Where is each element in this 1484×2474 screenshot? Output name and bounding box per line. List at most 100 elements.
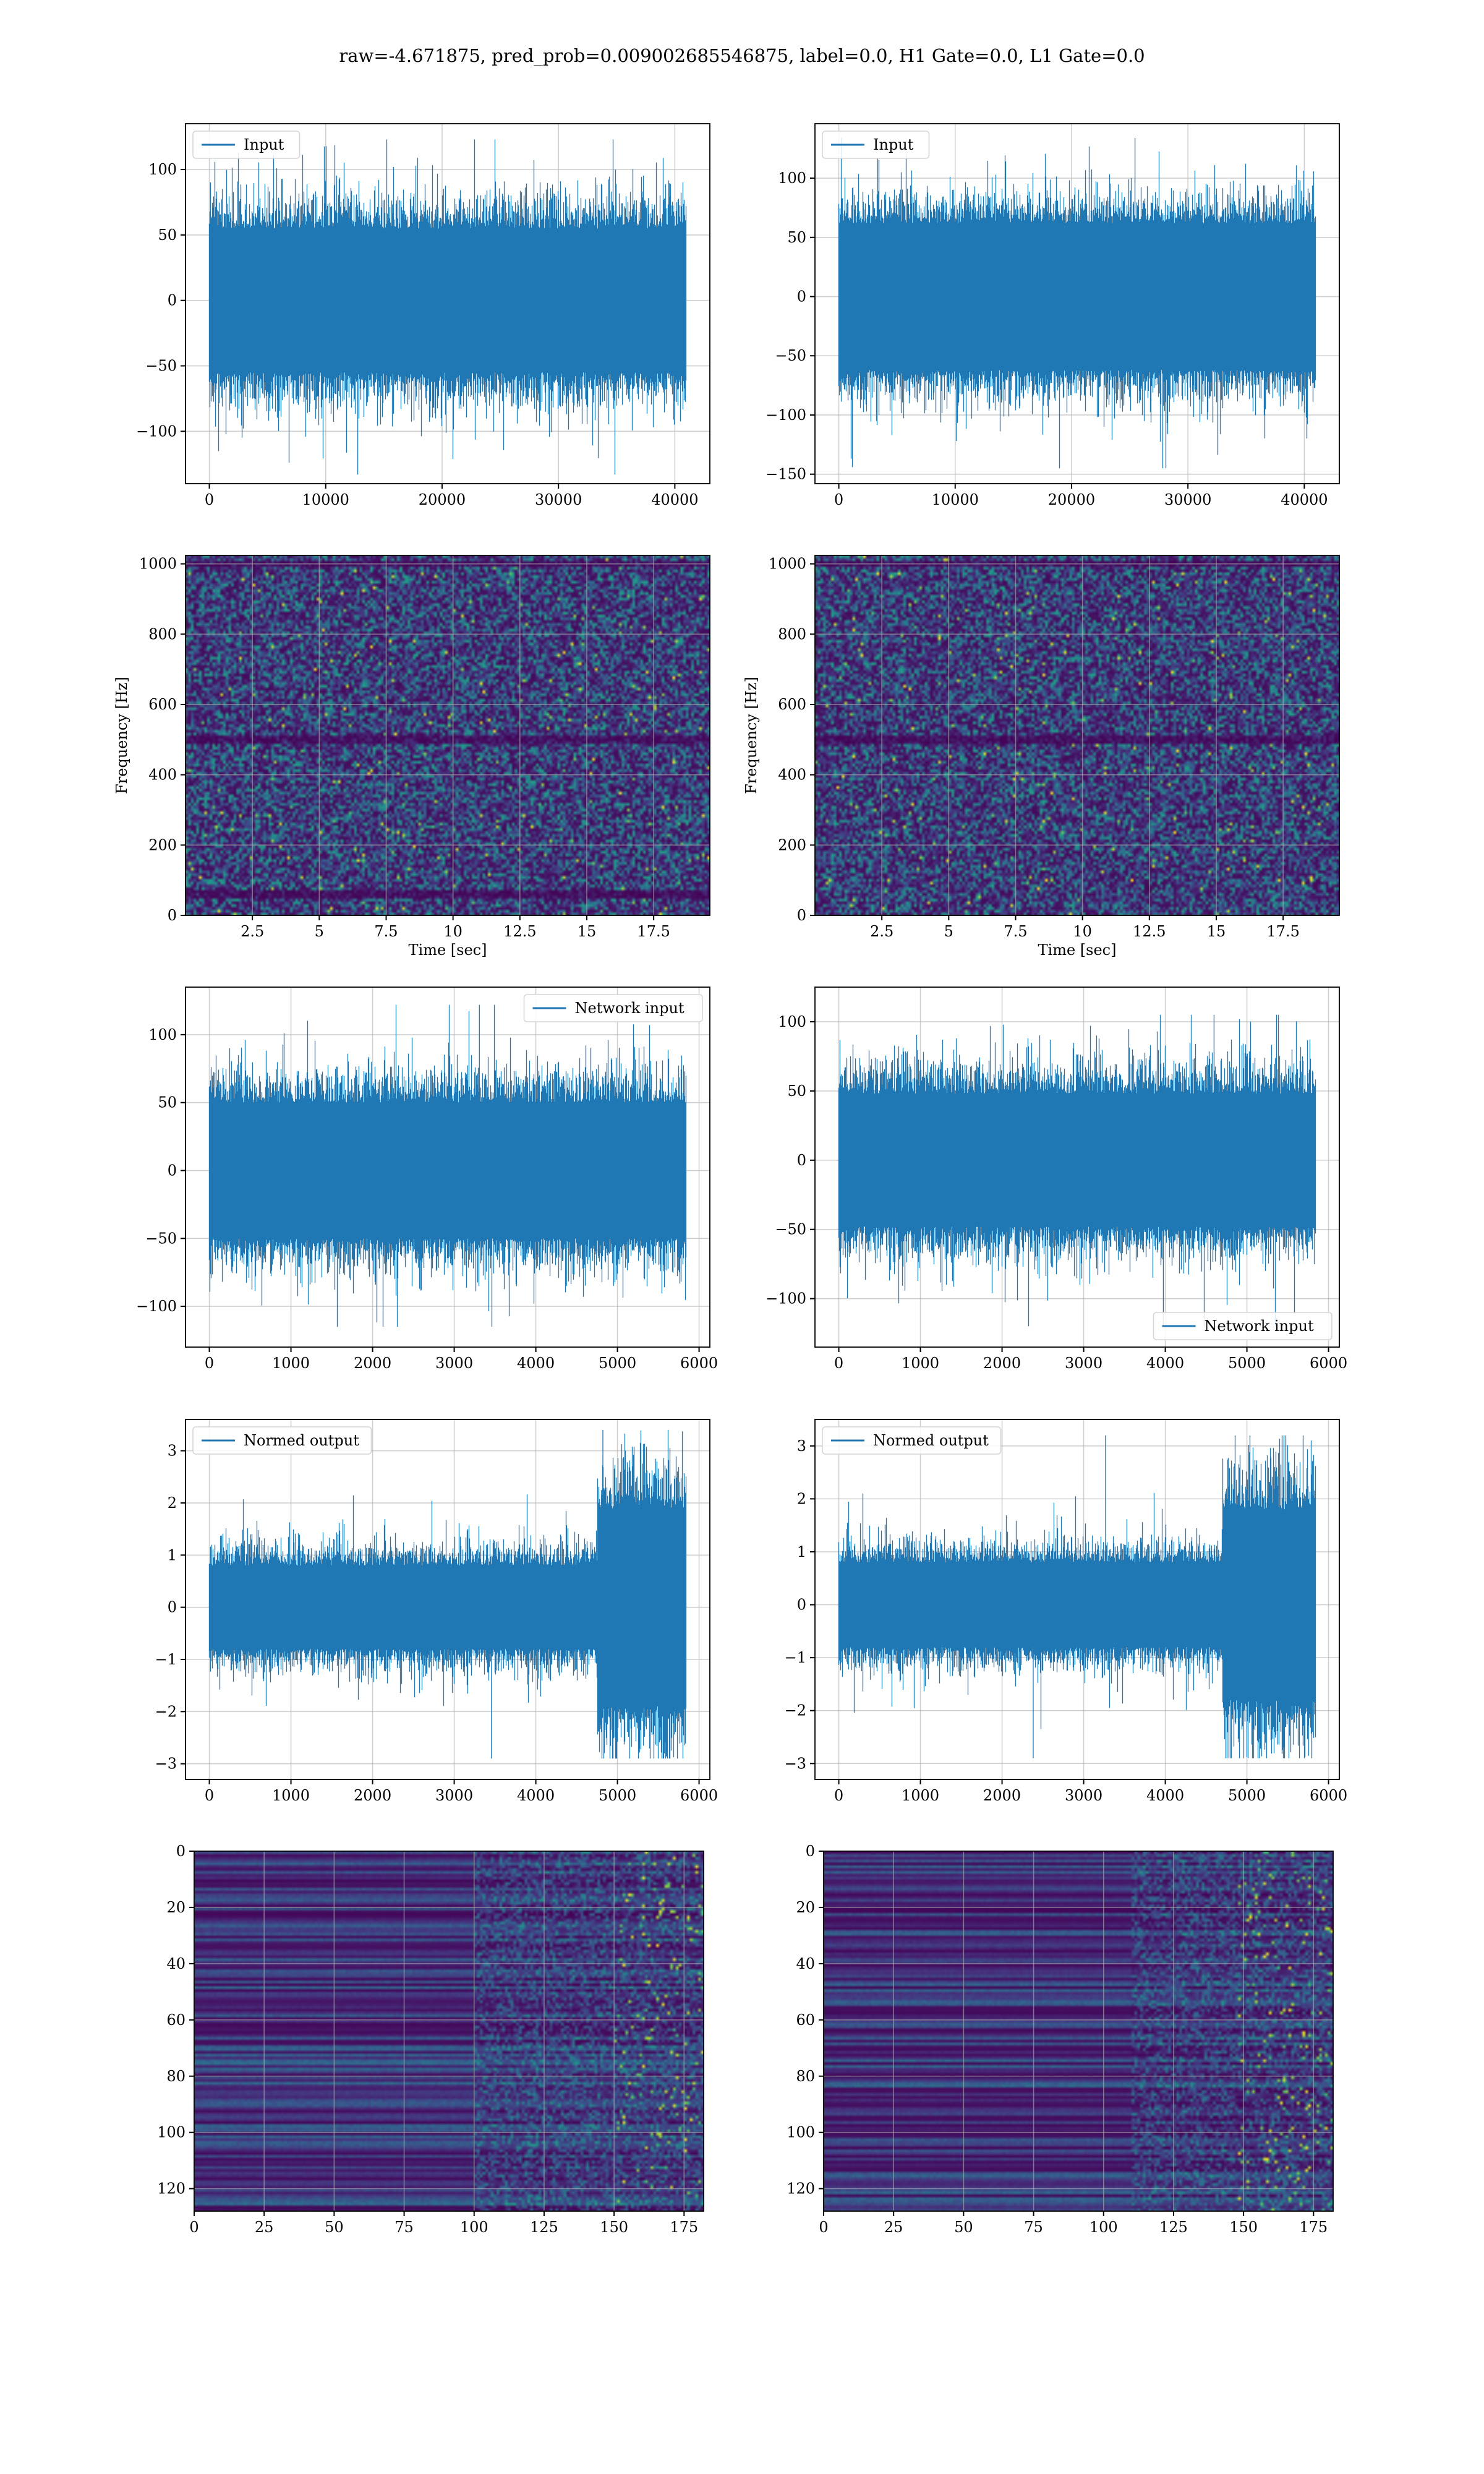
x-tick-label: 6000 (1310, 1355, 1347, 1372)
x-tick-label: 0 (819, 2219, 828, 2236)
legend-label: Normed output (244, 1432, 359, 1449)
axes-frame (194, 1851, 704, 2212)
x-tick-label: 0 (205, 1355, 214, 1372)
y-tick-label: 600 (148, 696, 177, 713)
axes-frame (814, 555, 1340, 916)
y-tick-label: −3 (785, 1755, 806, 1772)
legend: Normed output (822, 1426, 1002, 1455)
y-tick-label: 100 (778, 1013, 806, 1030)
x-tick-label: 1000 (272, 1787, 310, 1804)
x-tick-label: 0 (834, 1787, 843, 1804)
x-tick-label: 50 (325, 2219, 344, 2236)
x-tick-label: 3000 (435, 1355, 473, 1372)
x-tick-label: 1000 (902, 1787, 939, 1804)
series-line (208, 139, 687, 475)
y-tick-label: 200 (778, 836, 806, 854)
y-tick-label: 200 (148, 836, 177, 854)
x-tick-label: 20000 (419, 491, 466, 508)
axes-frame (185, 123, 710, 484)
y-tick-label: 3 (168, 1442, 177, 1460)
y-tick-label: 400 (778, 766, 806, 784)
x-tick-label: 125 (530, 2219, 558, 2236)
y-tick-label: 600 (778, 696, 806, 713)
x-tick-label: 15 (578, 923, 597, 940)
x-tick-label: 4000 (1146, 1355, 1184, 1372)
y-axis-label: Frequency [Hz] (113, 677, 130, 794)
spectrogram-image (815, 555, 1339, 915)
x-tick-label: 10 (443, 923, 463, 940)
legend-label: Network input (1205, 1317, 1314, 1335)
y-axis-label: Frequency [Hz] (743, 677, 760, 794)
x-tick-label: 2.5 (241, 923, 264, 940)
x-tick-label: 7.5 (374, 923, 398, 940)
x-tick-label: 5000 (1228, 1355, 1266, 1372)
x-tick-label: 5000 (599, 1355, 636, 1372)
y-tick-label: 100 (148, 161, 177, 178)
x-tick-label: 17.5 (637, 923, 670, 940)
x-tick-label: 20000 (1048, 491, 1095, 508)
legend-box (523, 994, 703, 1022)
panel-spectrogram-l1: 2.5 5 7.5 10 12.5 15 17.5 0 200 400 600 800 1000 Time… (743, 555, 1340, 959)
y-tick-label: 1 (168, 1546, 177, 1564)
x-tick-label: 30000 (535, 491, 582, 508)
axes-frame (185, 1419, 710, 1780)
spectrogram-image (186, 555, 710, 915)
series-line (208, 1004, 687, 1327)
x-tick-label: 2000 (983, 1787, 1021, 1804)
axes-frame (814, 1419, 1340, 1780)
panel-network-input-l1: 0 1000 2000 3000 4000 5000 6000 −100 −50 0 50 100 Ne… (765, 987, 1347, 1372)
x-tick-label: 4000 (517, 1355, 555, 1372)
legend: Network input (1153, 1312, 1333, 1340)
y-tick-label: −50 (775, 1221, 806, 1238)
x-tick-label: 2000 (354, 1787, 391, 1804)
x-tick-label: 2000 (983, 1355, 1021, 1372)
panel-network-input-h1: 0 1000 2000 3000 4000 5000 6000 −100 −50 0 50 100 Ne… (136, 987, 718, 1372)
y-tick-label: 40 (796, 1955, 815, 1972)
x-tick-label: 175 (670, 2219, 698, 2236)
panel-normed-output-l1: 0 1000 2000 3000 4000 5000 6000 −3 −2 −1 0 1 2 3 Norme… (785, 1419, 1347, 1804)
y-tick-label: 80 (796, 2068, 815, 2085)
x-tick-label: 50 (954, 2219, 973, 2236)
panel-feature-map-l1: 0 25 50 75 100 125 150 175 0 20 40 60 80 100 120 (787, 1843, 1334, 2236)
x-tick-label: 0 (205, 491, 214, 508)
y-tick-label: 50 (787, 1082, 806, 1100)
y-tick-label: 2 (168, 1494, 177, 1512)
x-tick-label: 1000 (902, 1355, 939, 1372)
y-tick-label: 20 (796, 1899, 815, 1916)
series-line (838, 138, 1316, 469)
axes-frame (814, 123, 1340, 484)
x-tick-label: 3000 (1065, 1355, 1102, 1372)
x-axis-label: Time [sec] (1038, 941, 1117, 959)
y-tick-label: 50 (787, 229, 806, 246)
x-tick-label: 75 (1024, 2219, 1043, 2236)
y-tick-label: −150 (765, 466, 806, 483)
series-line (838, 1014, 1316, 1327)
legend-box (192, 1426, 372, 1455)
x-tick-label: 5000 (599, 1787, 636, 1804)
panel-normed-output-h1: 0 1000 2000 3000 4000 5000 6000 −3 −2 −1 0 1 2 3 Norme… (155, 1419, 718, 1804)
series-line (838, 1435, 1316, 1758)
y-tick-label: 800 (148, 625, 177, 643)
x-tick-label: 10 (1073, 923, 1092, 940)
y-tick-label: 0 (168, 1599, 177, 1616)
y-tick-label: 100 (778, 169, 806, 187)
x-tick-label: 3000 (1065, 1787, 1102, 1804)
x-tick-label: 25 (255, 2219, 274, 2236)
y-tick-label: 3 (797, 1437, 806, 1455)
x-tick-label: 30000 (1164, 491, 1211, 508)
y-tick-label: 80 (166, 2068, 186, 2085)
y-tick-label: 0 (176, 1843, 186, 1860)
x-tick-label: 5000 (1228, 1787, 1266, 1804)
x-tick-label: 125 (1159, 2219, 1188, 2236)
y-tick-label: 50 (158, 226, 177, 244)
legend-label: Normed output (873, 1432, 989, 1449)
panel-feature-map-h1: 0 25 50 75 100 125 150 175 0 20 40 60 80 100 120 (157, 1843, 704, 2236)
y-tick-label: 1000 (769, 555, 806, 573)
axes-frame (185, 555, 710, 916)
x-tick-label: 4000 (1146, 1787, 1184, 1804)
y-tick-label: −100 (765, 406, 806, 424)
axes-frame (185, 987, 710, 1348)
y-tick-label: 1 (797, 1543, 806, 1560)
legend-label: Input (873, 136, 914, 153)
